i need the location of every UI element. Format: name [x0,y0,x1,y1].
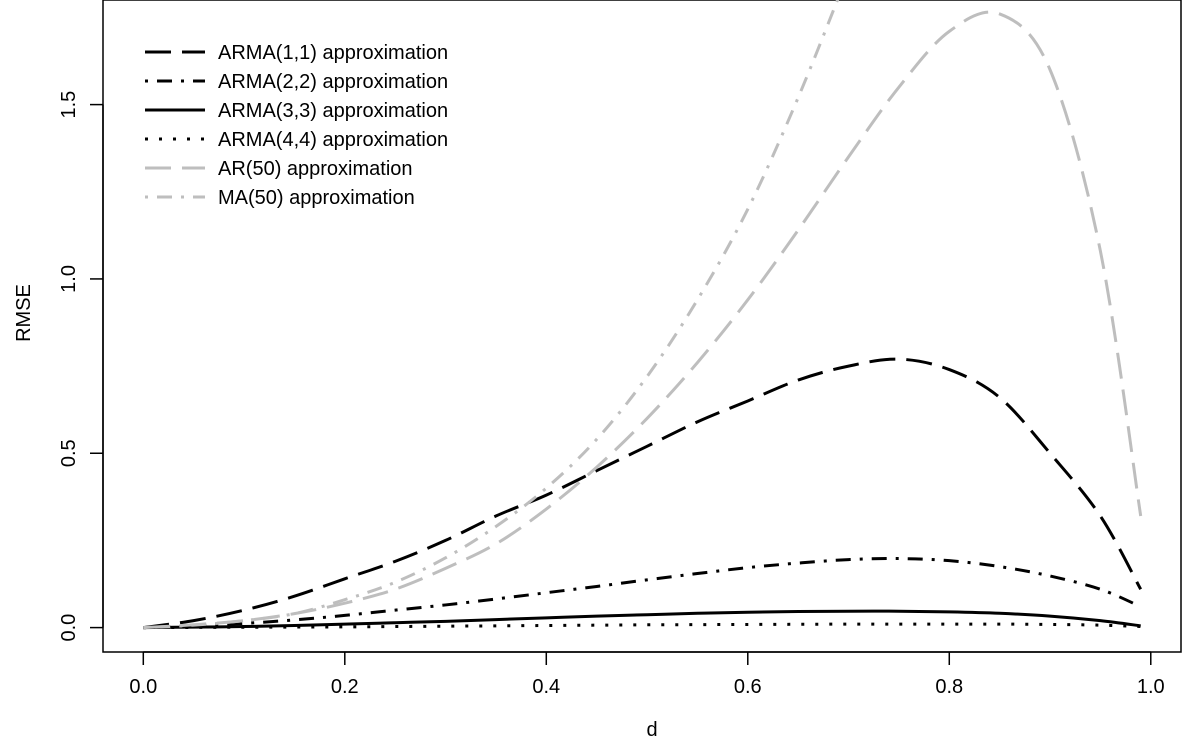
y-tick-label: 1.0 [58,265,80,293]
y-tick-label: 0.5 [58,439,80,467]
plot-frame [102,0,1182,653]
legend: ARMA(1,1) approximation ARMA(2,2) approxi… [145,42,448,209]
legend-label-2: ARMA(2,2) approximation [218,71,448,93]
x-axis-label: d [646,719,657,741]
x-tick-label: 0.6 [734,676,762,698]
y-axis: 0.0 0.5 1.0 1.5 [58,91,104,642]
y-tick-label: 1.5 [58,91,80,119]
series-line-5 [143,10,1143,630]
y-axis-label: RMSE [13,284,35,342]
y-tick-label: 0.0 [58,614,80,642]
legend-label-1: ARMA(1,1) approximation [218,42,448,64]
series-layer [143,0,1143,630]
series-line-3 [143,609,1141,630]
x-axis: 0.0 0.2 0.4 0.6 0.8 1.0 [129,651,1165,698]
x-tick-label: 1.0 [1137,676,1165,698]
legend-label-6: MA(50) approximation [218,187,415,209]
legend-label-3: ARMA(3,3) approximation [218,100,448,122]
series-line-1 [143,357,1143,630]
series-line-4 [143,622,1141,630]
x-tick-label: 0.2 [331,676,359,698]
legend-label-4: ARMA(4,4) approximation [218,129,448,151]
series-line-2 [143,557,1142,630]
x-tick-label: 0.4 [532,676,560,698]
legend-label-5: AR(50) approximation [218,158,413,180]
x-tick-label: 0.8 [935,676,963,698]
x-tick-label: 0.0 [129,676,157,698]
series-line-6 [143,0,840,630]
